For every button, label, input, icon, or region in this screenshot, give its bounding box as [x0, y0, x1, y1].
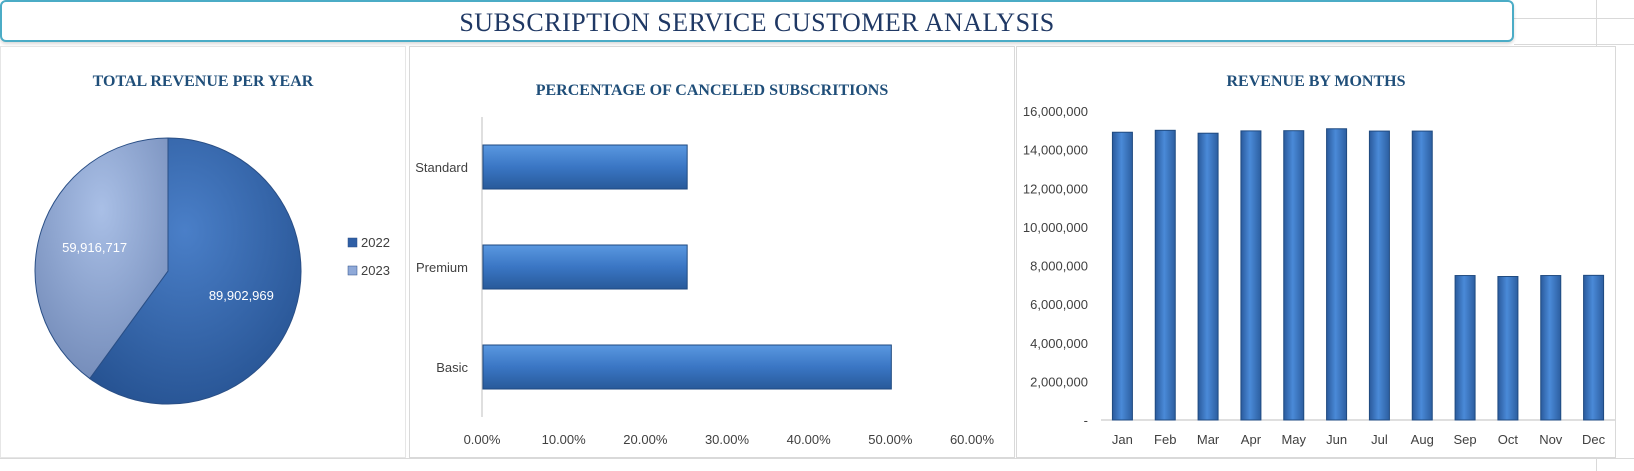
pie-chart-panel[interactable]: TOTAL REVENUE PER YEAR 89,902,969 59,916,… — [0, 46, 406, 458]
vbar-Aug — [1411, 130, 1433, 421]
vbar-x-tick-label: Mar — [1197, 432, 1220, 447]
vbar-y-tick-label: 6,000,000 — [1030, 297, 1088, 312]
vbar-x-tick-label: May — [1281, 432, 1306, 447]
vbar-May — [1283, 130, 1305, 421]
vbar-x-tick-label: Dec — [1582, 432, 1606, 447]
vbar-Oct — [1497, 276, 1519, 421]
vbar-y-tick-label: 8,000,000 — [1030, 259, 1088, 274]
vbar-Dec — [1583, 274, 1605, 421]
hbar-x-tick-label: 30.00% — [705, 432, 750, 447]
page-title: SUBSCRIPTION SERVICE CUSTOMER ANALYSIS — [459, 8, 1055, 37]
legend-entry-2022: 2022 — [361, 235, 390, 250]
vbar-Sep — [1454, 275, 1476, 421]
legend-swatch-2023 — [347, 265, 358, 276]
hbar-x-tick-label: 40.00% — [787, 432, 832, 447]
vbar-Apr — [1240, 130, 1262, 421]
pie-data-label: 89,902,969 — [209, 288, 274, 303]
hbar-chart-title: PERCENTAGE OF CANCELED SUBSCRITIONS — [535, 82, 889, 99]
vbar-x-tick-label: Aug — [1411, 432, 1434, 447]
pie-chart: 89,902,969 59,916,717 2022 2023 — [34, 137, 390, 405]
legend-swatch-2022 — [347, 237, 358, 248]
hbar-x-tick-label: 10.00% — [542, 432, 587, 447]
hbar-category-label: Basic — [436, 360, 468, 375]
hbar-Basic — [482, 344, 892, 390]
vbar-Jun — [1326, 128, 1348, 421]
hbar-chart-panel[interactable]: PERCENTAGE OF CANCELED SUBSCRITIONS Stan… — [409, 46, 1015, 458]
hbar-x-tick-label: 50.00% — [868, 432, 913, 447]
sheet-gridline — [0, 458, 1634, 459]
vbar-x-tick-label: Feb — [1154, 432, 1176, 447]
hbar-x-tick-label: 20.00% — [623, 432, 668, 447]
vbar-y-tick-label: 16,000,000 — [1023, 104, 1088, 119]
vbar-x-tick-label: Jun — [1326, 432, 1347, 447]
pie-slice-2023 — [34, 137, 169, 380]
hbar-Premium — [482, 244, 688, 290]
vbar-y-tick-label: 10,000,000 — [1023, 220, 1088, 235]
canceled-subscriptions-bar-chart: Standard Premium Basic 0.00% 10.00% 20.00% 30.… — [415, 117, 995, 447]
vbar-y-tick-label: 2,000,000 — [1030, 374, 1088, 389]
pie-chart-title: TOTAL REVENUE PER YEAR — [92, 73, 314, 90]
vbar-y-tick-label: 14,000,000 — [1023, 143, 1088, 158]
hbar-x-tick-label: 0.00% — [464, 432, 501, 447]
hbar-category-label: Premium — [416, 260, 468, 275]
hbar-x-tick-label: 60.00% — [950, 432, 995, 447]
vbar-chart-title: REVENUE BY MONTHS — [1226, 73, 1406, 90]
vbar-Mar — [1197, 132, 1219, 421]
sheet-gridline — [1514, 18, 1634, 19]
sheet-gridline — [1514, 44, 1634, 45]
revenue-by-months-bar-chart: - 2,000,000 4,000,000 6,000,000 8,000,000 10,… — [1023, 104, 1615, 447]
pie-data-label: 59,916,717 — [62, 240, 127, 255]
vbar-y-tick-label: 4,000,000 — [1030, 336, 1088, 351]
vbar-y-tick-label: 12,000,000 — [1023, 181, 1088, 196]
vbar-chart-panel[interactable]: REVENUE BY MONTHS - 2,000,000 4,000,000 6,0… — [1016, 46, 1616, 458]
vbar-x-tick-label: Nov — [1539, 432, 1563, 447]
vbar-Jul — [1368, 130, 1390, 421]
vbar-Feb — [1154, 129, 1176, 421]
vbar-x-tick-label: Jan — [1112, 432, 1133, 447]
vbar-Jan — [1111, 131, 1133, 421]
vbar-x-tick-label: Sep — [1454, 432, 1477, 447]
pie-slice-2022 — [89, 137, 302, 405]
vbar-Nov — [1540, 275, 1562, 421]
legend-entry-2023: 2023 — [361, 263, 390, 278]
vbar-x-tick-label: Oct — [1498, 432, 1519, 447]
vbar-y-tick-label: - — [1084, 413, 1088, 428]
hbar-Standard — [482, 144, 688, 190]
vbar-x-tick-label: Jul — [1371, 432, 1388, 447]
dashboard-title-box: SUBSCRIPTION SERVICE CUSTOMER ANALYSIS — [0, 0, 1514, 42]
vbar-x-tick-label: Apr — [1241, 432, 1262, 447]
hbar-category-label: Standard — [415, 160, 468, 175]
